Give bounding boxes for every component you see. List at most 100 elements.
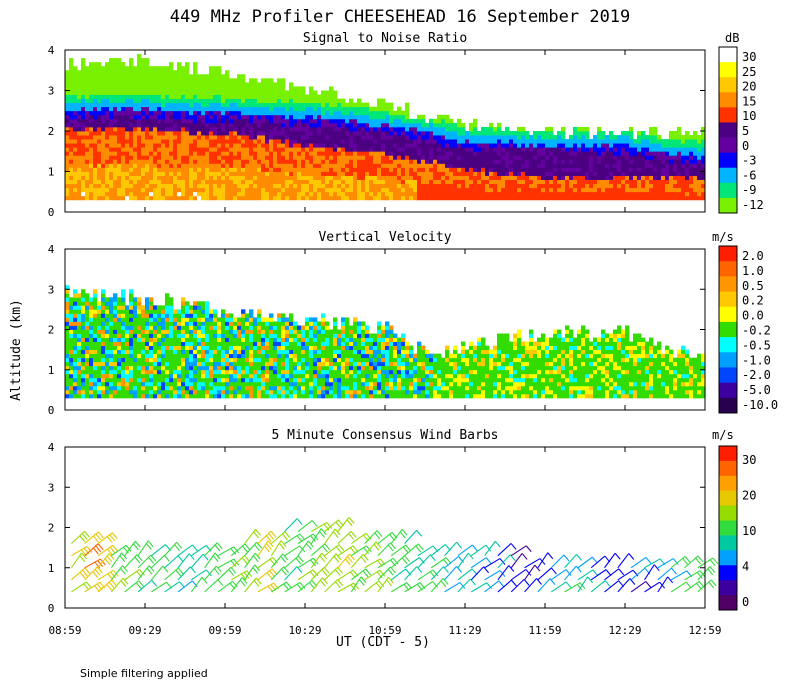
snr-cell xyxy=(365,131,370,136)
snr-cell xyxy=(157,175,162,180)
snr-cell xyxy=(653,143,658,148)
velocity-cell xyxy=(89,345,94,351)
snr-cell xyxy=(697,183,702,189)
snr-cell xyxy=(437,122,442,128)
snr-cell xyxy=(65,171,70,176)
snr-cell xyxy=(201,126,206,132)
snr-cell xyxy=(225,70,230,75)
velocity-cell xyxy=(169,325,174,330)
velocity-cell xyxy=(169,317,174,322)
velocity-cell xyxy=(181,321,186,326)
velocity-cell xyxy=(113,373,118,379)
snr-cell xyxy=(465,147,470,152)
snr-cell xyxy=(209,118,214,124)
snr-cell xyxy=(357,135,362,140)
snr-cell xyxy=(265,159,270,164)
snr-cell xyxy=(245,139,250,144)
snr-cell xyxy=(277,118,282,124)
snr-cell xyxy=(181,143,186,148)
snr-cell xyxy=(189,126,194,132)
snr-cell xyxy=(73,66,78,71)
snr-cell xyxy=(125,131,130,136)
snr-cell xyxy=(97,90,102,95)
velocity-cell xyxy=(193,321,198,326)
snr-cell xyxy=(485,135,490,140)
snr-cell xyxy=(333,135,338,140)
velocity-cell xyxy=(165,369,170,375)
velocity-cell xyxy=(221,393,226,399)
velocity-cell xyxy=(209,333,214,338)
snr-cell xyxy=(257,98,262,104)
snr-cell xyxy=(193,110,198,116)
snr-cell xyxy=(345,155,350,160)
snr-cell xyxy=(425,139,430,144)
snr-cell xyxy=(361,171,366,176)
snr-cell xyxy=(637,171,642,176)
snr-cell xyxy=(65,163,70,168)
snr-cell xyxy=(249,118,254,124)
velocity-cell xyxy=(213,357,218,363)
snr-cell xyxy=(381,122,386,128)
snr-cell xyxy=(461,195,466,201)
snr-cell xyxy=(377,122,382,128)
snr-cell xyxy=(293,118,298,124)
snr-cell xyxy=(433,171,438,176)
snr-cell xyxy=(157,118,162,124)
snr-cell xyxy=(217,110,222,116)
velocity-cell xyxy=(229,333,234,338)
velocity-cell xyxy=(105,317,110,322)
snr-cell xyxy=(377,187,382,193)
snr-cell xyxy=(149,131,154,136)
snr-cell xyxy=(145,78,150,83)
velocity-cell xyxy=(213,365,218,371)
snr-cell xyxy=(625,155,630,160)
snr-cell xyxy=(257,126,262,132)
snr-cell xyxy=(85,159,90,164)
snr-cell xyxy=(141,62,146,67)
snr-cell xyxy=(73,74,78,79)
snr-cell xyxy=(409,151,414,156)
snr-cell xyxy=(417,126,422,132)
snr-cell xyxy=(225,82,230,87)
snr-cell xyxy=(209,135,214,140)
snr-cell xyxy=(305,163,310,168)
snr-cell xyxy=(81,114,86,120)
snr-cell xyxy=(165,106,170,112)
snr-cell xyxy=(397,171,402,176)
snr-cell xyxy=(533,139,538,144)
snr-cell xyxy=(253,143,258,148)
velocity-cell xyxy=(185,357,190,363)
velocity-cell xyxy=(197,377,202,383)
snr-cell xyxy=(405,167,410,172)
snr-cell xyxy=(181,171,186,176)
snr-cell xyxy=(557,155,562,160)
snr-cell xyxy=(221,131,226,136)
snr-cell xyxy=(129,139,134,144)
snr-cell xyxy=(301,163,306,168)
snr-cell xyxy=(593,195,598,201)
snr-cell xyxy=(221,118,226,124)
snr-cell xyxy=(249,114,254,120)
snr-cell xyxy=(281,94,286,99)
snr-cell xyxy=(433,135,438,140)
snr-cell xyxy=(373,195,378,201)
snr-cell xyxy=(161,74,166,79)
snr-cell xyxy=(529,167,534,172)
snr-cell xyxy=(121,66,126,71)
snr-cell xyxy=(105,131,110,136)
snr-cell xyxy=(173,98,178,104)
snr-cell xyxy=(65,175,70,180)
velocity-cell xyxy=(169,305,174,310)
velocity-cell xyxy=(197,325,202,330)
snr-cell xyxy=(433,147,438,152)
snr-cell xyxy=(197,98,202,104)
snr-cell xyxy=(177,167,182,172)
velocity-cell xyxy=(117,369,122,375)
snr-cell xyxy=(153,114,158,120)
snr-cell xyxy=(413,151,418,156)
snr-cell xyxy=(677,131,682,136)
snr-cell xyxy=(305,106,310,112)
velocity-cell xyxy=(105,337,110,342)
snr-cell xyxy=(281,187,286,193)
snr-cell xyxy=(233,163,238,168)
